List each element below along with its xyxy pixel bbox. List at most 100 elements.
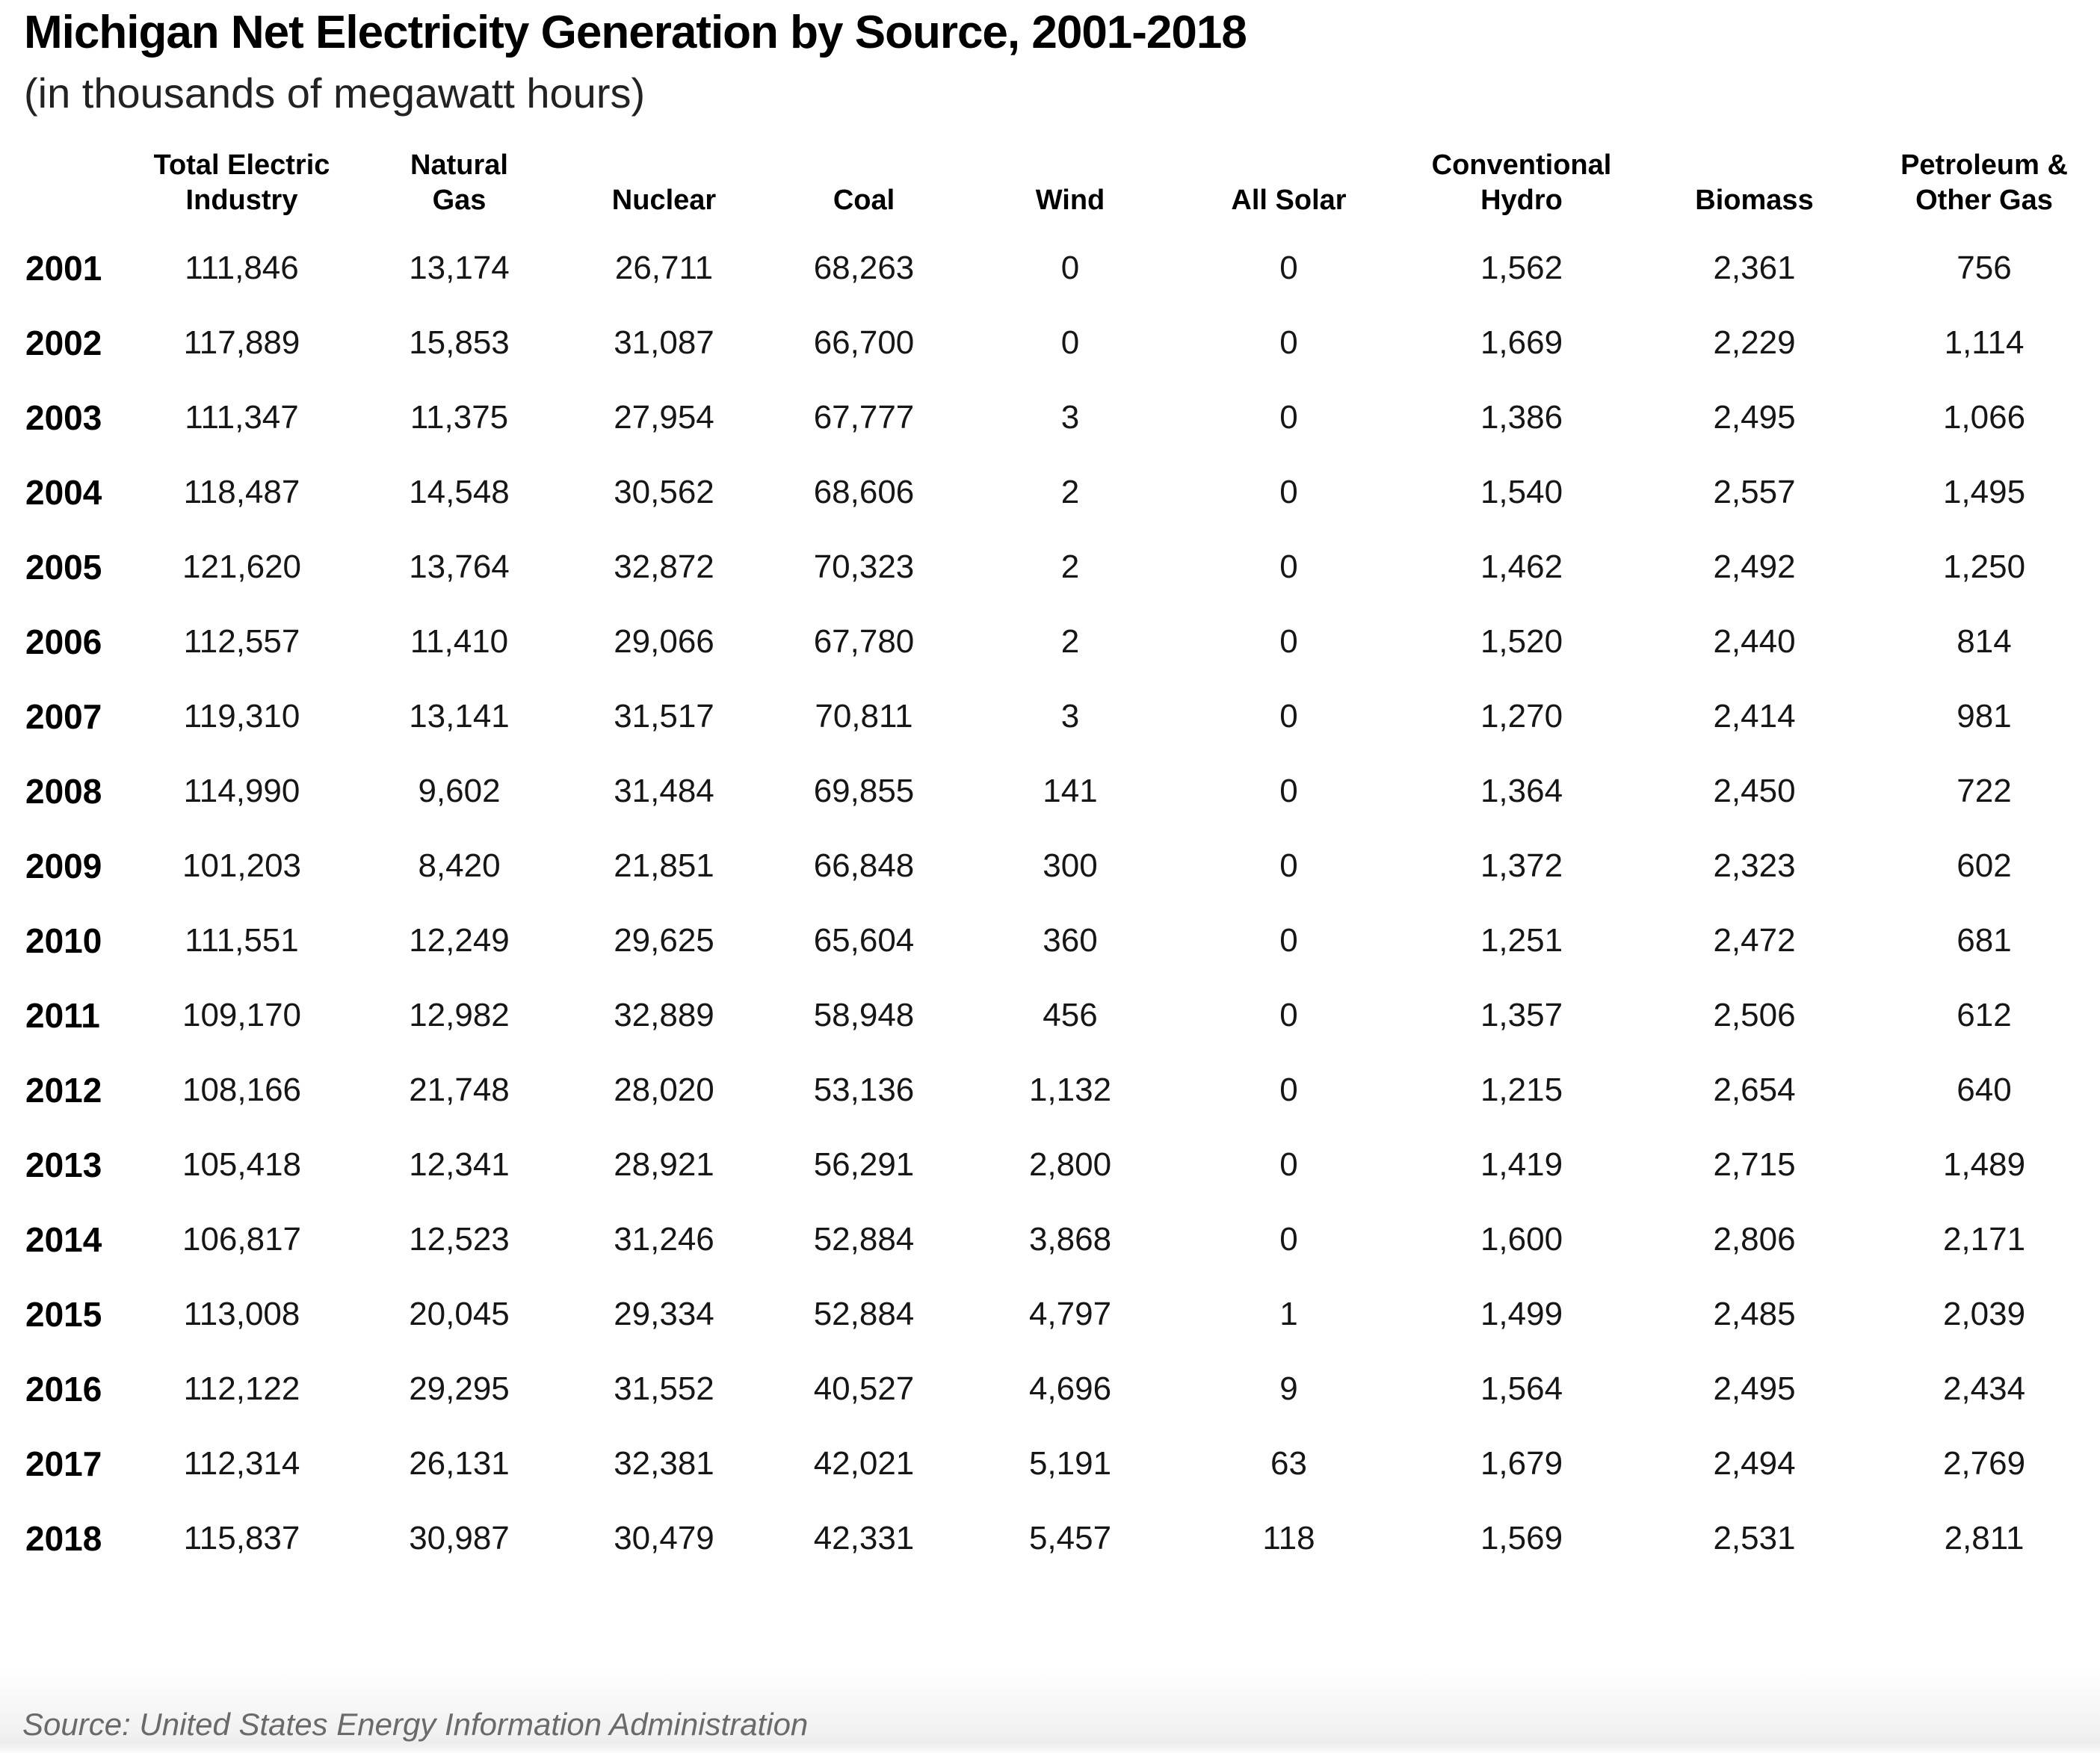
value-cell: 1,562 [1480, 249, 1563, 286]
value-cell: 0 [1279, 697, 1298, 735]
value-cell: 814 [1957, 622, 2012, 660]
electricity-generation-table: Total Electric Industry Natural Gas Nuclear C… [0, 148, 2100, 1576]
value-cell: 681 [1957, 921, 2012, 959]
value-cell: 1,357 [1480, 996, 1563, 1033]
value-cell: 101,203 [182, 847, 302, 884]
value-cell: 1,600 [1480, 1220, 1563, 1258]
column-header: Biomass [1695, 185, 1814, 217]
value-cell: 111,846 [185, 249, 299, 286]
value-cell: 1,215 [1480, 1071, 1563, 1108]
footer: Source: United States Energy Information… [0, 1668, 2100, 1753]
value-cell: 0 [1279, 847, 1298, 884]
value-cell: 1,066 [1942, 398, 2026, 436]
value-cell: 42,021 [813, 1444, 915, 1482]
value-cell: 1,462 [1480, 548, 1563, 585]
value-cell: 30,987 [409, 1519, 510, 1556]
year-cell: 2015 [25, 1294, 102, 1334]
table-header-row: Total Electric Industry Natural Gas Nuclear C… [0, 148, 2100, 231]
value-cell: 12,523 [409, 1220, 510, 1258]
value-cell: 31,552 [614, 1370, 714, 1407]
value-cell: 2,806 [1713, 1220, 1796, 1258]
column-header: Natural Gas [410, 149, 508, 217]
year-cell: 2004 [25, 472, 102, 512]
year-cell: 2013 [25, 1145, 102, 1184]
value-cell: 52,884 [813, 1220, 915, 1258]
value-cell: 12,341 [409, 1146, 510, 1183]
value-cell: 70,323 [813, 548, 915, 585]
table-row: 2007 119,310 13,141 31,517 70,811 3 0 1,270 2,41… [0, 679, 2100, 754]
value-cell: 0 [1279, 1146, 1298, 1183]
value-cell: 0 [1279, 548, 1298, 585]
value-cell: 121,620 [182, 548, 302, 585]
value-cell: 30,562 [614, 473, 714, 510]
year-cell: 2012 [25, 1070, 102, 1110]
source-note: Source: United States Energy Information… [22, 1707, 809, 1742]
value-cell: 3,868 [1028, 1220, 1112, 1258]
value-cell: 1,132 [1028, 1071, 1112, 1108]
value-cell: 1,669 [1480, 324, 1563, 361]
value-cell: 9 [1279, 1370, 1298, 1407]
value-cell: 70,811 [815, 697, 913, 735]
value-cell: 114,990 [183, 772, 300, 809]
table-row: 2014 106,817 12,523 31,246 52,884 3,868 0 1,600… [0, 1202, 2100, 1277]
value-cell: 31,087 [614, 324, 714, 361]
value-cell: 68,263 [813, 249, 915, 286]
value-cell: 1,386 [1480, 398, 1563, 436]
value-cell: 112,557 [183, 622, 300, 660]
year-cell: 2018 [25, 1518, 102, 1558]
value-cell: 141 [1043, 772, 1098, 809]
table-row: 2012 108,166 21,748 28,020 53,136 1,132 0 1,215… [0, 1053, 2100, 1128]
value-cell: 4,797 [1028, 1295, 1112, 1332]
value-cell: 0 [1060, 249, 1080, 286]
value-cell: 2,495 [1713, 1370, 1796, 1407]
value-cell: 29,295 [409, 1370, 510, 1407]
value-cell: 0 [1279, 1071, 1298, 1108]
value-cell: 2,715 [1713, 1146, 1796, 1183]
value-cell: 106,817 [182, 1220, 302, 1258]
value-cell: 28,921 [614, 1146, 714, 1183]
value-cell: 0 [1279, 473, 1298, 510]
column-header: Petroleum & Other Gas [1900, 149, 2068, 217]
value-cell: 12,249 [409, 921, 510, 959]
value-cell: 2,361 [1713, 249, 1796, 286]
value-cell: 1,520 [1480, 622, 1563, 660]
value-cell: 14,548 [409, 473, 510, 510]
value-cell: 1,499 [1480, 1295, 1563, 1332]
value-cell: 1,564 [1480, 1370, 1563, 1407]
page-title: Michigan Net Electricity Generation by S… [24, 7, 1247, 58]
value-cell: 300 [1043, 847, 1098, 884]
value-cell: 53,136 [813, 1071, 915, 1108]
year-cell: 2006 [25, 622, 102, 661]
column-header: All Solar [1231, 185, 1347, 217]
value-cell: 112,314 [183, 1444, 300, 1482]
value-cell: 67,777 [813, 398, 915, 436]
value-cell: 117,889 [183, 324, 300, 361]
table-row: 2001 111,846 13,174 26,711 68,263 0 0 1,562 2,36… [0, 231, 2100, 306]
value-cell: 2,492 [1713, 548, 1796, 585]
value-cell: 1,679 [1480, 1444, 1563, 1482]
value-cell: 1,364 [1480, 772, 1563, 809]
year-cell: 2010 [25, 921, 102, 960]
value-cell: 0 [1279, 249, 1298, 286]
table-row: 2003 111,347 11,375 27,954 67,777 3 0 1,386 2,49… [0, 380, 2100, 455]
value-cell: 63 [1270, 1444, 1307, 1482]
value-cell: 29,334 [614, 1295, 714, 1332]
value-cell: 2,472 [1713, 921, 1796, 959]
value-cell: 3 [1060, 398, 1080, 436]
value-cell: 0 [1279, 622, 1298, 660]
table-row: 2013 105,418 12,341 28,921 56,291 2,800 0 1,419… [0, 1128, 2100, 1202]
value-cell: 981 [1957, 697, 2012, 735]
value-cell: 2 [1060, 622, 1080, 660]
value-cell: 602 [1957, 847, 2012, 884]
value-cell: 32,872 [614, 548, 714, 585]
value-cell: 1,495 [1942, 473, 2026, 510]
value-cell: 13,141 [409, 697, 510, 735]
value-cell: 15,853 [409, 324, 510, 361]
value-cell: 28,020 [614, 1071, 714, 1108]
year-cell: 2003 [25, 398, 102, 437]
table-row: 2004 118,487 14,548 30,562 68,606 2 0 1,540 2,55… [0, 455, 2100, 530]
value-cell: 1,419 [1480, 1146, 1563, 1183]
value-cell: 26,711 [614, 249, 714, 286]
year-cell: 2002 [25, 323, 102, 362]
